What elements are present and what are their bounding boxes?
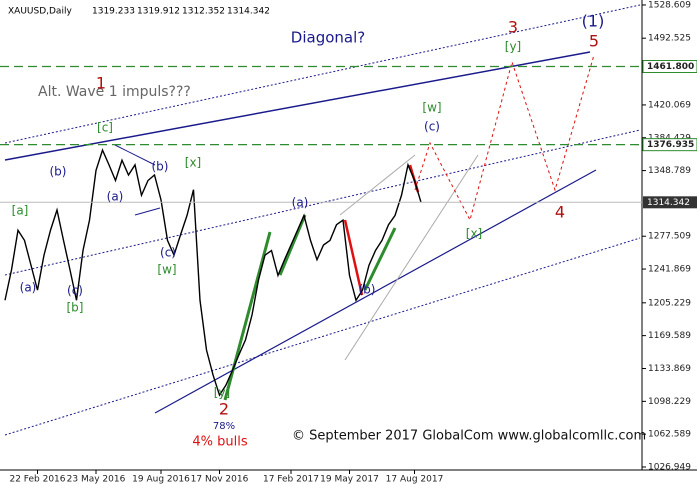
annotation: (a) [292,196,309,210]
level-label: 1461.800 [647,62,694,72]
level-box [642,59,697,73]
annotation: [x] [466,227,482,241]
annotation: 3 [508,18,518,37]
y-tick-label: 1133.869 [648,364,691,374]
y-tick-label: 1528.609 [648,0,691,10]
annotation: [w] [422,101,441,115]
x-tick-label: 17 Feb 2017 [263,475,319,485]
annotation: [y] [505,40,521,54]
x-tick-label: 19 Aug 2016 [132,475,190,485]
level-box [642,138,697,152]
annotation: 1 [96,74,106,93]
annotation: 4% bulls [192,435,247,450]
y-tick-label: 1277.509 [648,232,691,242]
annotation: (a) [20,281,37,295]
x-tick-label: 23 May 2016 [67,475,126,485]
annotation: (c) [424,120,440,134]
annotation: Diagonal? [291,29,365,47]
trend-lines [4,4,641,436]
ohlc-value: 1312.352 [182,7,225,17]
price-line [4,148,422,397]
annotation: (c) [67,284,83,298]
annotation: 78% [213,421,235,432]
level-label: 1376.935 [647,140,694,150]
ohlc-value: 1314.342 [227,7,270,17]
y-tick-label: 1241.869 [648,265,691,275]
annotation: (a) [107,190,124,204]
y-tick-label: 1205.229 [648,298,691,308]
x-tick-label: 17 Nov 2016 [191,475,249,485]
annotation: [a] [12,204,29,218]
annotation: © September 2017 GlobalCom www.globalcom… [292,429,646,444]
y-tick-label: 1169.589 [648,331,691,341]
annotation: (b) [359,283,376,297]
annotation: [x] [185,156,201,170]
ohlc-value: 1319.912 [137,7,180,17]
x-tick-label: 22 Feb 2016 [9,475,65,485]
annotation: (c) [160,246,176,260]
annotation: 2 [219,400,229,419]
y-tick-label: 1026.949 [648,463,691,473]
y-tick-label: 1492.525 [648,34,691,44]
annotation: [w] [157,263,176,277]
y-tick-label: 1098.229 [648,397,691,407]
annotation: (1) [582,12,605,31]
x-tick-label: 17 Aug 2017 [386,475,444,485]
annotation: 4 [555,203,565,222]
annotation: 5 [589,32,599,51]
annotation: (b) [152,160,169,174]
y-tick-label: 1348.789 [648,166,691,176]
last-price-label: 1314.342 [647,198,690,208]
y-tick-label: 1062.589 [648,430,691,440]
last-price-box [643,196,697,209]
annotation: [y] [214,386,230,400]
x-tick-label: 19 May 2017 [320,475,379,485]
annotation: [c] [97,121,113,135]
annotation: Alt. Wave 1 impuls??? [38,84,191,100]
annotation: [b] [67,301,84,315]
y-tick-label: 1420.069 [648,100,691,110]
annotation: (b) [50,165,67,179]
symbol: XAUUSD,Daily [8,7,72,17]
ohlc-value: 1319.233 [92,7,135,17]
